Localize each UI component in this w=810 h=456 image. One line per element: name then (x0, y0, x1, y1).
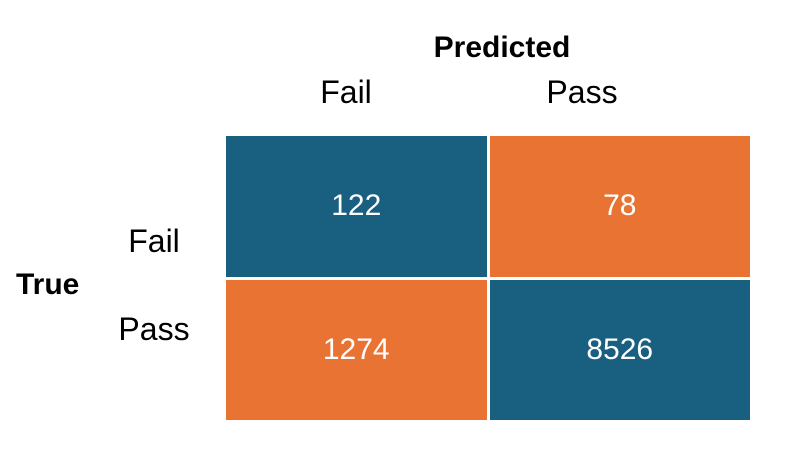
y-tick-label-pass: Pass (118, 311, 190, 347)
x-tick-label-fail: Fail (320, 74, 372, 110)
cell-true-pass-predicted-fail: 1274 (226, 279, 487, 420)
y-axis-title: True (16, 268, 80, 301)
matrix-grid: 122 78 1274 8526 (226, 136, 750, 420)
x-tick-label-pass: Pass (546, 74, 618, 110)
x-axis-title: Predicted (433, 31, 571, 64)
cell-true-pass-predicted-pass: 8526 (489, 279, 750, 420)
cell-true-fail-predicted-fail: 122 (226, 136, 487, 277)
y-tick-label-fail: Fail (128, 223, 180, 259)
cell-true-fail-predicted-pass: 78 (489, 136, 750, 277)
